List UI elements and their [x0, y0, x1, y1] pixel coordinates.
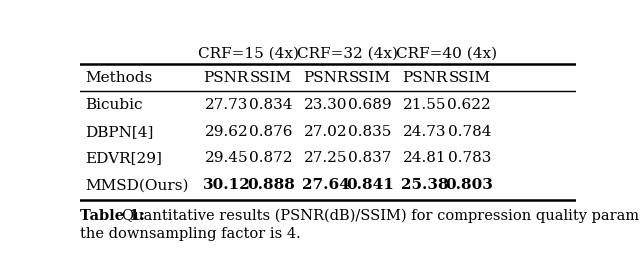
Text: EDVR[29]: EDVR[29]	[85, 151, 162, 166]
Text: PSNR: PSNR	[303, 71, 348, 85]
Text: PSNR: PSNR	[204, 71, 249, 85]
Text: PSNR: PSNR	[402, 71, 447, 85]
Text: CRF=32 (4x): CRF=32 (4x)	[298, 47, 398, 61]
Text: 29.62: 29.62	[204, 125, 248, 139]
Text: the downsampling factor is 4.: the downsampling factor is 4.	[80, 227, 301, 241]
Text: 0.872: 0.872	[249, 151, 292, 166]
Text: 23.30: 23.30	[304, 98, 348, 112]
Text: 0.689: 0.689	[348, 98, 392, 112]
Text: Methods: Methods	[85, 71, 152, 85]
Text: 0.834: 0.834	[249, 98, 292, 112]
Text: SSIM: SSIM	[448, 71, 490, 85]
Text: 29.45: 29.45	[205, 151, 248, 166]
Text: 30.12: 30.12	[202, 178, 250, 192]
Text: SSIM: SSIM	[349, 71, 391, 85]
Text: 25.38: 25.38	[401, 178, 449, 192]
Text: 0.784: 0.784	[447, 125, 491, 139]
Text: 0.803: 0.803	[445, 178, 493, 192]
Text: 27.64: 27.64	[301, 178, 349, 192]
Text: SSIM: SSIM	[250, 71, 292, 85]
Text: 0.835: 0.835	[348, 125, 392, 139]
Text: CRF=15 (4x): CRF=15 (4x)	[198, 47, 299, 61]
Text: 0.837: 0.837	[348, 151, 392, 166]
Text: 24.81: 24.81	[403, 151, 447, 166]
Text: 0.783: 0.783	[447, 151, 491, 166]
Text: MMSD(Ours): MMSD(Ours)	[85, 178, 188, 192]
Text: 0.841: 0.841	[346, 178, 394, 192]
Text: 0.888: 0.888	[247, 178, 295, 192]
Text: 0.622: 0.622	[447, 98, 492, 112]
Text: 24.73: 24.73	[403, 125, 447, 139]
Text: CRF=40 (4x): CRF=40 (4x)	[396, 47, 498, 61]
Text: 21.55: 21.55	[403, 98, 447, 112]
Text: 27.25: 27.25	[304, 151, 348, 166]
Text: 27.73: 27.73	[205, 98, 248, 112]
Text: Bicubic: Bicubic	[85, 98, 143, 112]
Text: Quantitative results (PSNR(dB)/SSIM) for compression quality parameter CRF=15, C: Quantitative results (PSNR(dB)/SSIM) for…	[122, 209, 640, 223]
Text: 0.876: 0.876	[249, 125, 292, 139]
Text: DBPN[4]: DBPN[4]	[85, 125, 154, 139]
Text: Table 1:: Table 1:	[80, 209, 150, 223]
Text: 27.02: 27.02	[304, 125, 348, 139]
